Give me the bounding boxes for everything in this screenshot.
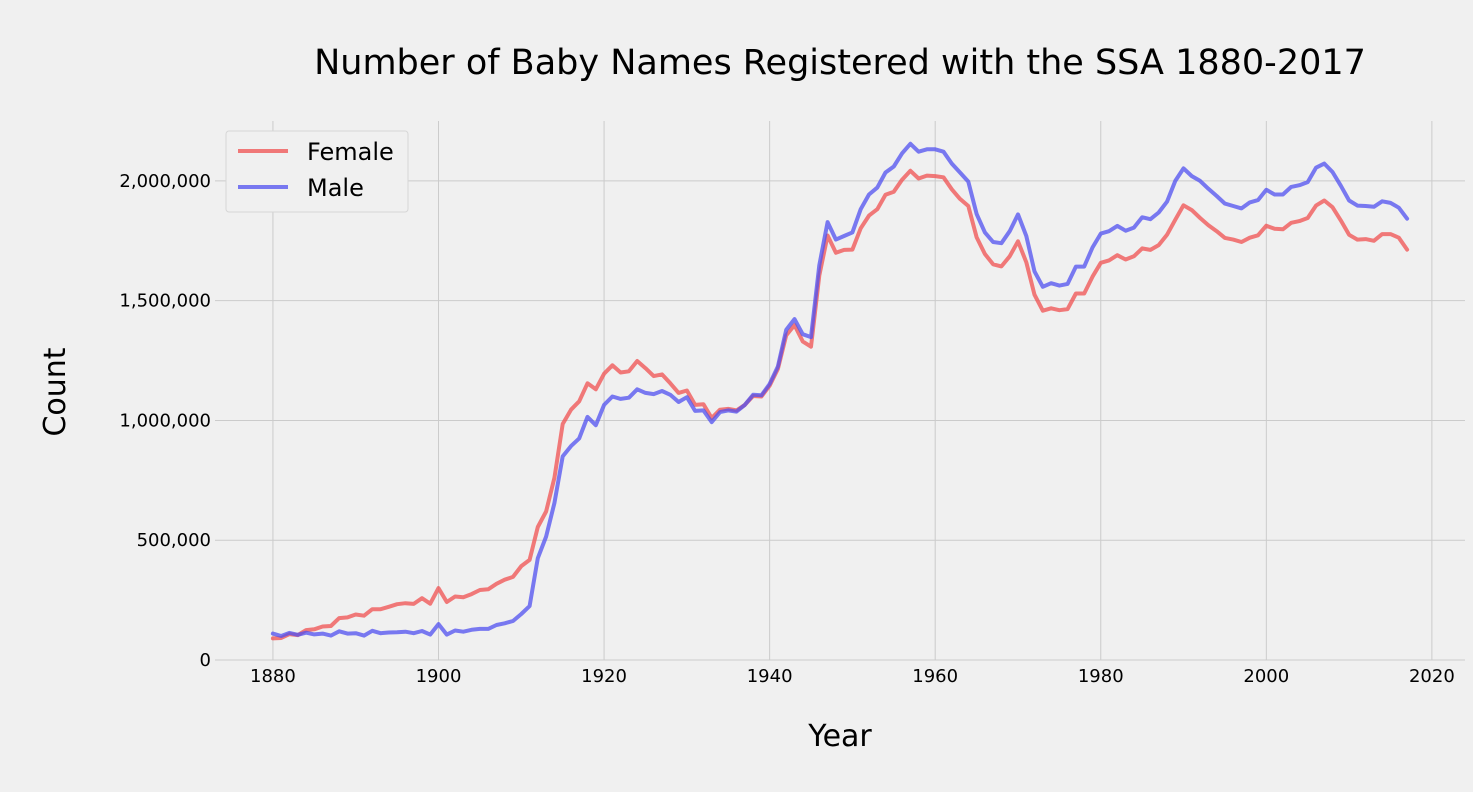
legend-label-male: Male	[307, 174, 364, 202]
x-tick-label-1980: 1980	[1078, 666, 1124, 687]
x-tick-label-2020: 2020	[1409, 666, 1455, 687]
series-line-female	[270, 168, 1410, 641]
x-axis-title: Year	[807, 719, 872, 754]
x-tick-label-1880: 1880	[250, 666, 296, 687]
y-tick-label-2,000,000: 2,000,000	[119, 171, 211, 192]
legend: Female Male	[225, 130, 409, 213]
x-tick-label-1940: 1940	[747, 666, 793, 687]
x-tick-label-1960: 1960	[912, 666, 958, 687]
chart-title: Number of Baby Names Registered with the…	[314, 43, 1366, 83]
series-line-male	[270, 141, 1410, 638]
y-tick-label-1,000,000: 1,000,000	[119, 410, 211, 431]
y-axis-title: Count	[38, 347, 73, 436]
x-tick-labels: 1880 1900 1920 1940 1960 1980 2000 2020	[250, 666, 1455, 687]
y-tick-labels: 0 500,000 1,000,000 1,500,000 2,000,000	[119, 171, 211, 671]
x-tick-label-1920: 1920	[581, 666, 627, 687]
series-layer	[270, 141, 1410, 641]
y-tick-label-1,500,000: 1,500,000	[119, 291, 211, 312]
x-gridlines	[272, 121, 1433, 660]
x-tick-label-1900: 1900	[416, 666, 462, 687]
y-gridlines	[215, 180, 1465, 661]
y-tick-label-0: 0	[200, 650, 211, 671]
legend-label-female: Female	[307, 138, 394, 166]
x-tick-label-2000: 2000	[1243, 666, 1289, 687]
y-tick-label-500,000: 500,000	[137, 530, 211, 551]
